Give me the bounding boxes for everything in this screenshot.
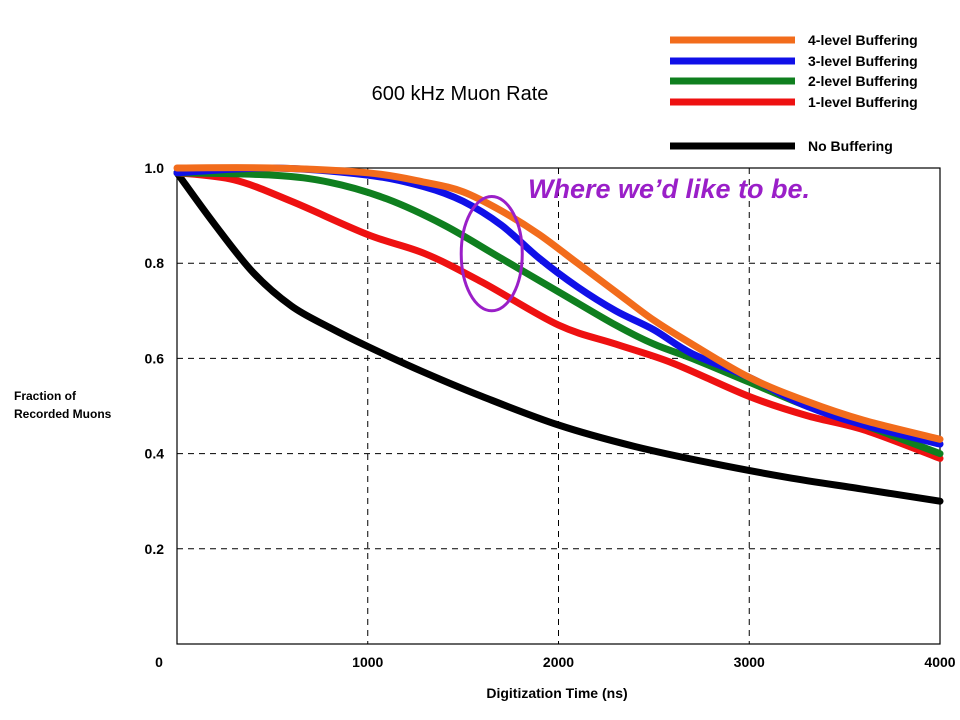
x-tick-label: 2000	[543, 654, 574, 670]
legend-label-4-level-buffering: 4-level Buffering	[808, 32, 918, 48]
annotation-text: Where we’d like to be.	[528, 174, 810, 204]
x-axis-label: Digitization Time (ns)	[486, 685, 627, 701]
legend-label-1-level-buffering: 1-level Buffering	[808, 94, 918, 110]
y-tick-label: 0.2	[145, 541, 165, 557]
y-tick-label: 0.6	[145, 350, 165, 366]
series-line-no-buffering	[173, 169, 944, 505]
legend-label-3-level-buffering: 3-level Buffering	[808, 53, 918, 69]
legend-label-no-buffering: No Buffering	[808, 138, 893, 154]
x-tick-label: 4000	[924, 654, 955, 670]
series-group	[173, 164, 944, 505]
series-line-4-level-buffering	[173, 164, 944, 443]
x-tick-label: 3000	[734, 654, 765, 670]
x-tick-labels: 1000 2000 3000 4000	[352, 654, 956, 670]
plot-frame	[176, 167, 941, 645]
y-tick-label: 0.4	[145, 446, 165, 462]
y-tick-label: 0.8	[145, 255, 165, 271]
x-tick-label: 1000	[352, 654, 383, 670]
y-tick-labels: 0 0.2 0.4 0.6 0.8 1.0	[145, 160, 165, 670]
y-tick-label: 0	[155, 654, 163, 670]
y-axis-label-line-1: Fraction of	[14, 389, 77, 403]
y-axis-label-line-2: Recorded Muons	[14, 407, 112, 421]
highlight-ellipse	[459, 195, 524, 313]
y-tick-label: 1.0	[145, 160, 165, 176]
series-line-1-level-buffering	[173, 169, 944, 462]
legend: 4-level Buffering 3-level Buffering 2-leve…	[670, 32, 918, 154]
legend-label-2-level-buffering: 2-level Buffering	[808, 73, 918, 89]
chart-title: 600 kHz Muon Rate	[372, 83, 549, 105]
